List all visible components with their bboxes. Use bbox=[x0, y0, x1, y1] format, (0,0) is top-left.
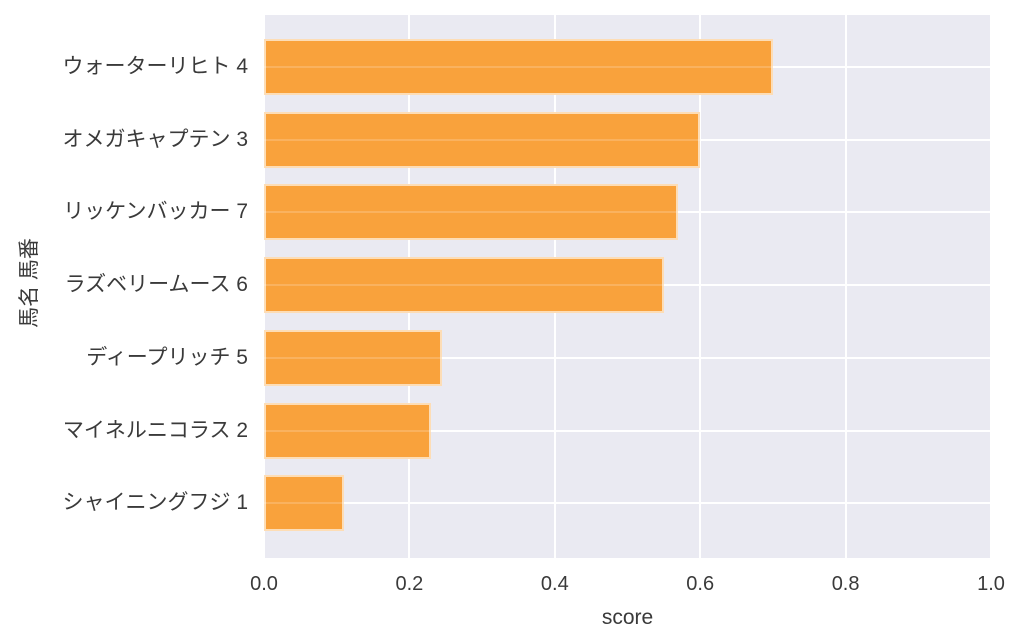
xtick-label: 0.8 bbox=[831, 573, 860, 595]
bar bbox=[264, 111, 701, 168]
category-label: ディープリッチ 5 bbox=[86, 345, 248, 369]
grid-line-h bbox=[264, 429, 991, 432]
category-label: マイネルニコラス 2 bbox=[62, 418, 248, 442]
xtick-label: 0.0 bbox=[250, 573, 278, 595]
category-label: リッケンバッカー 7 bbox=[63, 200, 248, 224]
plot-area bbox=[263, 15, 992, 558]
grid-line-h bbox=[264, 356, 991, 359]
grid-line-v bbox=[844, 15, 847, 558]
category-label: シャイニングフジ 1 bbox=[62, 491, 248, 515]
grid-line-h-overlay bbox=[264, 356, 991, 359]
grid-line-v bbox=[699, 15, 702, 558]
grid-line-v bbox=[990, 15, 992, 558]
grid-line-h-overlay bbox=[264, 66, 991, 68]
grid-line-h-overlay bbox=[264, 284, 991, 287]
category-label: ラズベリームース 6 bbox=[64, 273, 248, 297]
grid-line-h-overlay bbox=[264, 429, 991, 432]
bar bbox=[264, 475, 344, 532]
xtick-label: 0.6 bbox=[686, 573, 715, 595]
bar bbox=[264, 257, 664, 314]
x-axis-label: score bbox=[601, 606, 654, 629]
category-label: オメガキャプテン 3 bbox=[62, 127, 248, 151]
grid-line-h bbox=[264, 502, 991, 505]
xtick-label: 0.2 bbox=[395, 573, 424, 595]
xtick-label: 1.0 bbox=[977, 573, 1005, 595]
grid-line-h-overlay bbox=[264, 211, 991, 214]
bar bbox=[264, 39, 773, 95]
category-label: ウォーターリヒト 4 bbox=[62, 55, 248, 78]
grid-line-h-overlay bbox=[264, 138, 991, 141]
bar bbox=[264, 184, 679, 241]
bar bbox=[264, 402, 432, 459]
bar bbox=[264, 329, 443, 386]
grid-line-h-overlay bbox=[264, 502, 991, 505]
xtick-label: 0.4 bbox=[540, 573, 569, 595]
